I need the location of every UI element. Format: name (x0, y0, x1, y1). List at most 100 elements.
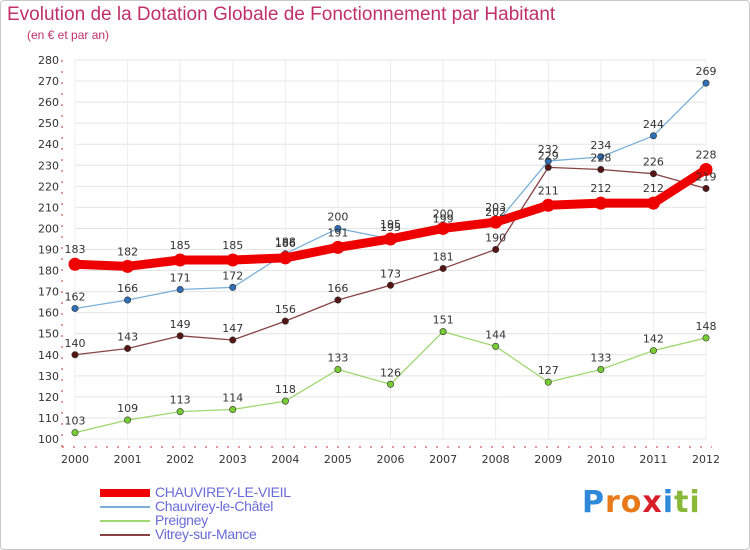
x-tick-label: 2012 (692, 453, 720, 466)
data-point-chauvirey-le-vieil (541, 198, 555, 212)
data-label-chauvirey-le-vieil: 228 (696, 148, 717, 161)
data-point-chauvirey-le-vieil (173, 253, 187, 267)
line-chart: 100 110 120 130 140 150 160 170 180 190 200 210 220 2… (38, 54, 720, 466)
y-tick-label: 280 (38, 54, 59, 67)
data-label-vitrey-sur-mance: 140 (65, 337, 86, 350)
x-tick-label: 2006 (377, 453, 405, 466)
legend-label: CHAUVIREY-LE-VIEIL (155, 484, 291, 500)
data-label-vitrey-sur-mance: 166 (327, 282, 348, 295)
data-label-chauvirey-le-vieil: 182 (117, 245, 138, 258)
data-point-preigney (124, 416, 132, 424)
data-label-chauvirey-le-ch-tel: 166 (117, 282, 138, 295)
y-tick-label: 150 (38, 328, 59, 341)
data-label-preigney: 144 (485, 328, 506, 341)
data-point-chauvirey-le-vieil (646, 196, 660, 210)
data-point-preigney (386, 380, 394, 388)
data-point-preigney (71, 429, 79, 437)
y-tick-label: 140 (38, 349, 59, 362)
data-point-chauvirey-le-ch-tel (229, 283, 237, 291)
x-tick-label: 2001 (114, 453, 142, 466)
data-point-preigney (702, 334, 710, 342)
data-point-vitrey-sur-mance (492, 246, 500, 254)
data-label-chauvirey-le-vieil: 186 (275, 237, 296, 250)
data-label-vitrey-sur-mance: 219 (696, 170, 717, 183)
data-label-vitrey-sur-mance: 149 (170, 318, 191, 331)
legend-item-chauvirey-le-ch-tel: Chauvirey-le-Châtel (100, 498, 400, 514)
data-label-preigney: 118 (275, 383, 296, 396)
data-label-preigney: 113 (170, 394, 191, 407)
chart-legend: CHAUVIREY-LE-VIEIL Chauvirey-le-Châtel Pre… (100, 484, 400, 542)
legend-swatch (100, 534, 150, 536)
data-point-chauvirey-le-ch-tel (71, 304, 79, 312)
data-label-preigney: 126 (380, 366, 401, 379)
data-label-chauvirey-le-ch-tel: 244 (643, 118, 664, 131)
chart-subtitle: (en € et par an) (27, 28, 110, 42)
data-point-vitrey-sur-mance (281, 317, 289, 325)
data-label-chauvirey-le-ch-tel: 234 (590, 139, 611, 152)
legend-swatch (100, 489, 150, 497)
data-point-preigney (492, 342, 500, 350)
data-label-chauvirey-le-ch-tel: 171 (170, 272, 191, 285)
logo-letter: i (662, 485, 675, 520)
legend-label: Chauvirey-le-Châtel (155, 498, 274, 514)
x-tick-label: 2004 (271, 453, 299, 466)
data-point-chauvirey-le-ch-tel (702, 79, 710, 87)
data-point-preigney (597, 366, 605, 374)
x-tick-label: 2010 (587, 453, 615, 466)
data-point-preigney (544, 378, 552, 386)
data-point-chauvirey-le-vieil (436, 221, 450, 235)
data-point-preigney (229, 406, 237, 414)
data-label-vitrey-sur-mance: 229 (538, 149, 559, 162)
data-point-preigney (439, 328, 447, 336)
data-point-vitrey-sur-mance (544, 163, 552, 171)
logo-letter: i (689, 485, 701, 520)
y-tick-label: 230 (38, 159, 59, 172)
data-label-chauvirey-le-ch-tel: 269 (696, 65, 717, 78)
data-point-vitrey-sur-mance (124, 344, 132, 352)
data-label-chauvirey-le-ch-tel: 202 (485, 206, 506, 219)
data-label-chauvirey-le-vieil: 212 (590, 182, 611, 195)
data-point-chauvirey-le-vieil (331, 240, 345, 254)
data-label-preigney: 109 (117, 402, 138, 415)
data-label-chauvirey-le-ch-tel: 162 (65, 290, 86, 303)
y-tick-label: 170 (38, 286, 59, 299)
chart-title: Evolution de la Dotation Globale de Fonc… (7, 4, 556, 25)
data-label-chauvirey-le-vieil: 195 (380, 218, 401, 231)
data-label-vitrey-sur-mance: 143 (117, 330, 138, 343)
y-tick-label: 250 (38, 117, 59, 130)
logo-letter: P (582, 485, 605, 520)
legend-item-chauvirey-le-vieil: CHAUVIREY-LE-VIEIL (100, 484, 400, 500)
data-point-chauvirey-le-ch-tel (334, 224, 342, 232)
data-label-chauvirey-le-vieil: 185 (222, 239, 243, 252)
data-label-chauvirey-le-vieil: 183 (65, 243, 86, 256)
y-tick-label: 110 (38, 412, 59, 425)
y-tick-label: 180 (38, 265, 59, 278)
x-tick-label: 2007 (429, 453, 457, 466)
y-tick-label: 220 (38, 180, 59, 193)
data-label-chauvirey-le-ch-tel: 188 (275, 236, 296, 249)
data-point-vitrey-sur-mance (597, 165, 605, 173)
data-label-chauvirey-le-vieil: 203 (485, 201, 506, 214)
data-label-chauvirey-le-ch-tel: 232 (538, 143, 559, 156)
data-label-vitrey-sur-mance: 228 (590, 151, 611, 164)
legend-item-vitrey-sur-mance: Vitrey-sur-Mance (100, 526, 400, 542)
y-tick-label: 270 (38, 75, 59, 88)
data-label-vitrey-sur-mance: 226 (643, 156, 664, 169)
data-point-vitrey-sur-mance (176, 332, 184, 340)
data-label-chauvirey-le-ch-tel: 200 (327, 210, 348, 223)
x-tick-label: 2000 (61, 453, 89, 466)
data-label-chauvirey-le-vieil: 185 (170, 239, 191, 252)
data-label-vitrey-sur-mance: 173 (380, 267, 401, 280)
data-point-chauvirey-le-vieil (121, 259, 135, 273)
legend-swatch (100, 506, 150, 508)
data-point-chauvirey-le-vieil (489, 215, 503, 229)
y-tick-label: 130 (38, 370, 59, 383)
data-label-vitrey-sur-mance: 181 (433, 250, 454, 263)
data-label-preigney: 103 (65, 415, 86, 428)
data-label-preigney: 114 (222, 392, 243, 405)
data-point-chauvirey-le-ch-tel (597, 153, 605, 161)
y-tick-label: 260 (38, 96, 59, 109)
data-label-chauvirey-le-ch-tel: 172 (222, 269, 243, 282)
data-point-preigney (176, 408, 184, 416)
x-tick-label: 2003 (219, 453, 247, 466)
